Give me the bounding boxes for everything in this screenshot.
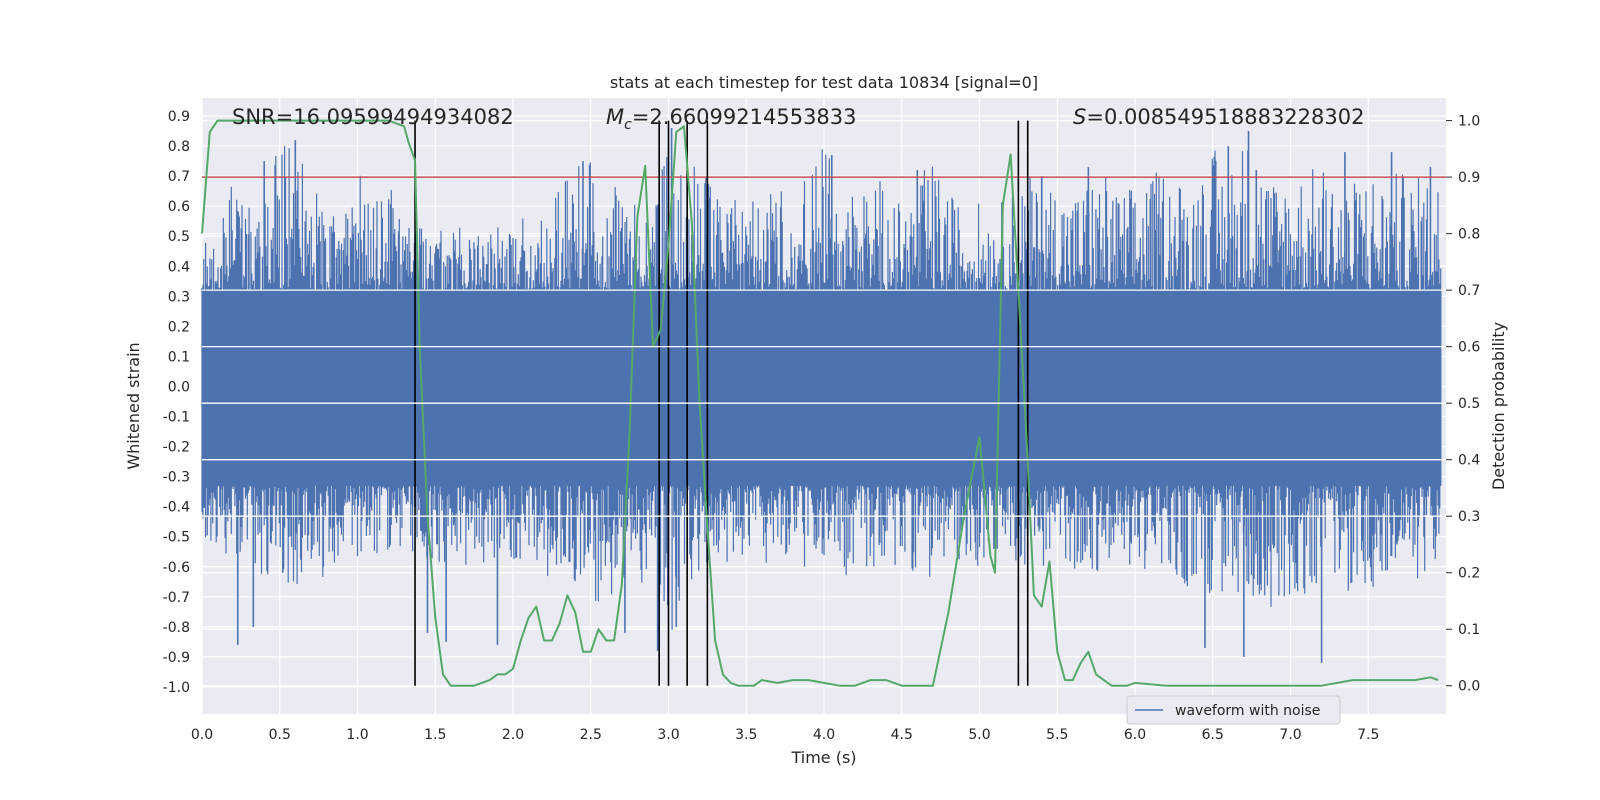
x-tick-label: 5.5: [1046, 727, 1068, 743]
y-tick-label-right: 0.9: [1458, 170, 1480, 186]
x-tick-label: 2.0: [502, 727, 524, 743]
x-tick-label: 5.0: [968, 727, 990, 743]
y-tick-label-right: 1.0: [1458, 114, 1480, 130]
y-tick-label-right: 0.5: [1458, 396, 1480, 412]
x-tick-label: 4.5: [891, 727, 913, 743]
x-tick-label: 1.5: [424, 727, 446, 743]
y-tick-label-left: -0.1: [163, 410, 190, 426]
s-value: =0.008549518883228302: [1086, 105, 1364, 129]
axis-ticks: 0.0 0.5 1.0 1.5 2.0 2.5 3.0 3.5 4.0 4.5 5.0 5.5 6.0 6…: [163, 109, 1481, 743]
chirp-mass-value: =2.66099214553833: [632, 105, 857, 129]
y-tick-label-right: 0.4: [1458, 453, 1480, 469]
y-tick-label-left: -0.4: [163, 500, 190, 516]
y-tick-label-left: -0.5: [163, 530, 190, 546]
waveform-core-band: [202, 290, 1442, 486]
y-tick-label-left: 0.1: [168, 349, 190, 365]
y-tick-label-left: 0.8: [168, 139, 190, 155]
y-axis-label-left: Whitened strain: [124, 342, 143, 469]
y-tick-label-right: 0.7: [1458, 283, 1480, 299]
grid-overlay: [202, 289, 1446, 517]
legend-box: [1126, 695, 1341, 725]
snr-annotation: SNR=16.09599494934082: [232, 105, 514, 129]
x-tick-label: 2.5: [580, 727, 602, 743]
y-tick-label-left: -0.9: [163, 650, 190, 666]
waveform-with-noise-series: [201, 128, 1442, 663]
y-tick-label-right: 0.8: [1458, 227, 1480, 243]
y-tick-label-left: 0.9: [168, 109, 190, 125]
y-tick-label-left: 0.7: [168, 169, 190, 185]
x-tick-label: 3.0: [657, 727, 679, 743]
s-annotation: S=0.008549518883228302: [1073, 105, 1364, 129]
y-tick-label-left: -0.6: [163, 560, 190, 576]
chirp-mass-annotation: Mc=2.66099214553833: [606, 105, 857, 133]
y-tick-label-right: 0.6: [1458, 340, 1480, 356]
chirp-mass-subscript: c: [624, 117, 632, 133]
legend-label-waveform: waveform with noise: [1175, 703, 1320, 719]
x-axis-label: Time (s): [790, 748, 856, 767]
y-tick-label-left: 0.5: [168, 229, 190, 245]
x-tick-label: 3.5: [735, 727, 757, 743]
x-tick-label: 0.0: [191, 727, 213, 743]
s-symbol: S: [1073, 105, 1086, 129]
y-tick-label-right: 0.3: [1458, 509, 1480, 525]
y-tick-label-left: 0.2: [168, 319, 190, 335]
detection-probability-series: [201, 119, 1439, 687]
chirp-mass-symbol: M: [606, 105, 624, 129]
y-tick-label-left: 0.3: [168, 289, 190, 305]
y-tick-label-left: -1.0: [163, 680, 190, 696]
y-tick-label-left: -0.3: [163, 470, 190, 486]
legend: waveform with noise: [1126, 695, 1341, 725]
x-tick-label: 4.0: [813, 727, 835, 743]
y-axis-label-right: Detection probability: [1489, 322, 1508, 490]
y-tick-label-left: 0.4: [168, 259, 190, 275]
y-tick-label-left: -0.8: [163, 620, 190, 636]
y-tick-label-right: 0.0: [1458, 679, 1480, 695]
y-tick-label-left: -0.7: [163, 590, 190, 606]
y-tick-label-right: 0.2: [1458, 566, 1480, 582]
detection-probability-line: [201, 119, 1439, 687]
y-tick-label-left: 0.0: [168, 379, 190, 395]
x-tick-label: 6.0: [1124, 727, 1146, 743]
x-tick-label: 1.0: [346, 727, 368, 743]
x-tick-label: 6.5: [1202, 727, 1224, 743]
y-tick-label-left: -0.2: [163, 440, 190, 456]
chart-title: stats at each timestep for test data 108…: [610, 73, 1038, 92]
x-tick-label: 7.5: [1357, 727, 1379, 743]
x-tick-label: 7.0: [1279, 727, 1301, 743]
y-tick-label-right: 0.1: [1458, 622, 1480, 638]
y-tick-label-left: 0.6: [168, 199, 190, 215]
x-tick-label: 0.5: [269, 727, 291, 743]
